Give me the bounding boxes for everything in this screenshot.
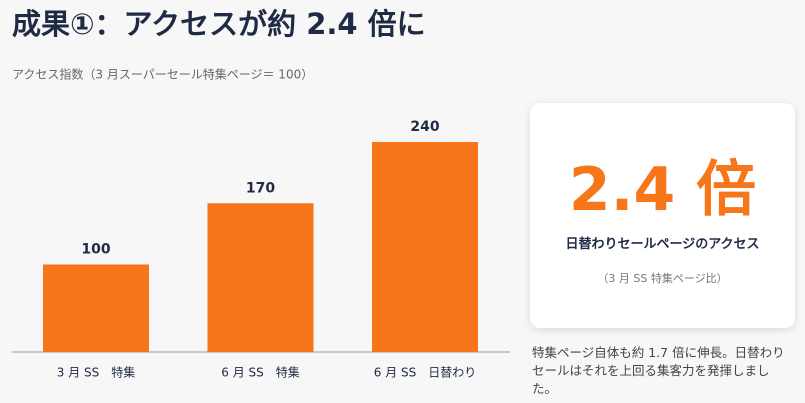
value-label: 170 xyxy=(246,180,275,196)
chart-subtitle: アクセス指数（3 月スーパーセール特集ページ＝ 100） xyxy=(12,67,313,82)
x-tick-label: 6 月 SS 特集 xyxy=(221,365,300,380)
x-tick-label: 3 月 SS 特集 xyxy=(57,365,136,380)
value-label: 100 xyxy=(81,242,110,258)
note: 特集ページ自体も約 1.7 倍に伸長。日替わりセールはそれを上回る集客力を発揮し… xyxy=(532,345,785,396)
callout-headline: 2.4 倍 xyxy=(568,155,757,225)
callout-label: 日替わりセールページのアクセス xyxy=(565,237,760,252)
chart-title: 成果①：アクセスが約 2.4 倍に xyxy=(12,7,426,41)
bar xyxy=(372,142,478,352)
bar xyxy=(207,203,314,352)
value-label: 240 xyxy=(410,119,439,135)
callout-card: 2.4 倍 日替わりセールページのアクセス （3 月 SS 特集ページ比） xyxy=(530,103,795,328)
x-tick-label: 6 月 SS 日替わり xyxy=(374,366,477,380)
bar xyxy=(43,264,149,352)
callout-sublabel: （3 月 SS 特集ページ比） xyxy=(597,272,728,285)
